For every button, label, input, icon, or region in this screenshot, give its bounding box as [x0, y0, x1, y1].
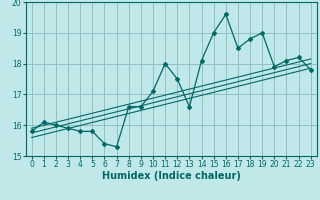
X-axis label: Humidex (Indice chaleur): Humidex (Indice chaleur)	[102, 171, 241, 181]
